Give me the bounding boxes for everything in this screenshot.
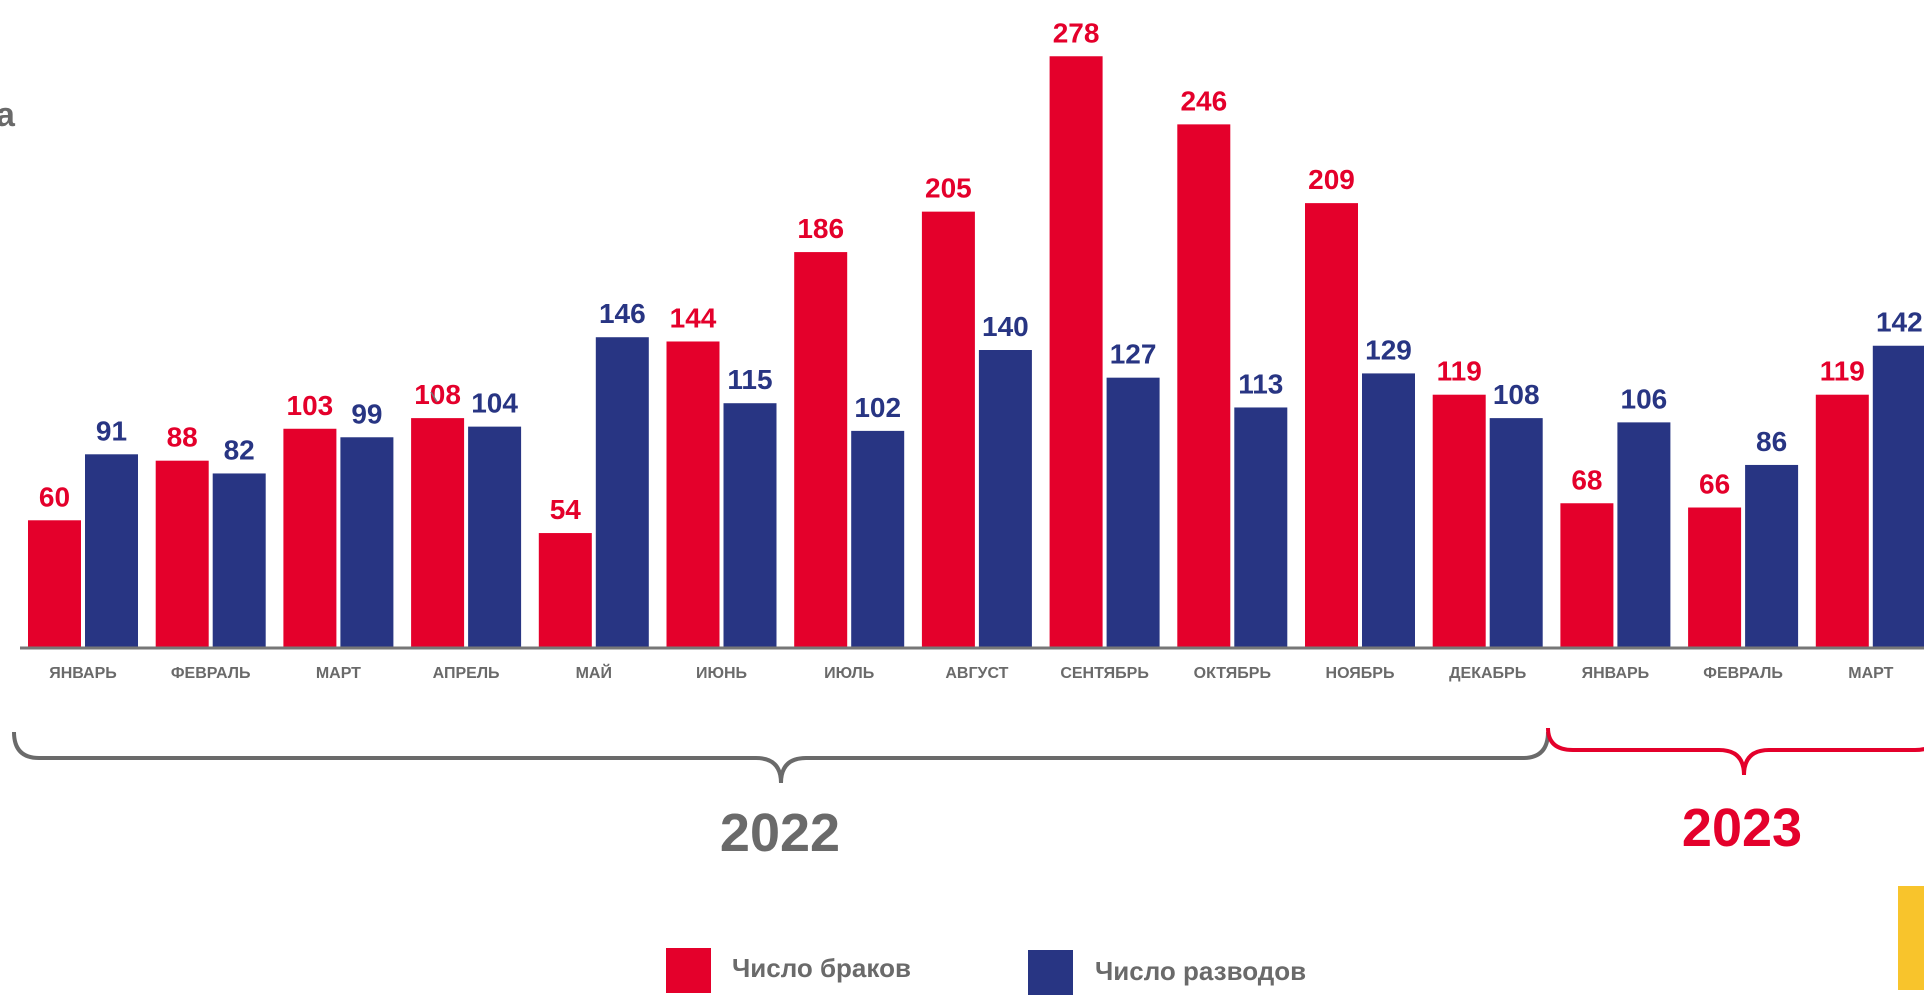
bar-marriages-10 [1305,203,1358,648]
month-label-7: АВГУСТ [945,665,1008,682]
value-label-divorces-2: 99 [351,398,382,429]
value-label-marriages-13: 66 [1699,469,1730,500]
edge-text-fragment: а [0,96,15,134]
month-label-6: ИЮЛЬ [824,665,874,682]
bar-marriages-14 [1815,394,1869,648]
year-label-2023: 2023 [1681,798,1803,858]
bar-marriages-3 [411,418,465,648]
month-label-12: ЯНВАРЬ [1582,665,1650,682]
month-labels-layer: ЯНВАРЬ ФЕВРАЛЬ МАРТ АПРЕЛЬ МАЙ ИЮНЬ ИЮЛЬ АВГУСТ… [49,663,1893,682]
value-label-divorces-13: 86 [1756,426,1787,457]
value-label-divorces-7: 140 [982,311,1029,342]
value-labels-layer: 60 91 88 82 103 99 108 104 54 146 144 115 186 102 205 1… [39,17,1923,525]
month-label-13: ФЕВРАЛЬ [1703,665,1783,682]
value-label-divorces-9: 113 [1238,368,1283,399]
value-label-marriages-0: 60 [39,481,70,512]
month-label-4: МАЙ [576,663,612,682]
bar-marriages-12 [1560,503,1614,648]
bar-divorces-3 [468,426,522,648]
month-label-11: ДЕКАБРЬ [1449,665,1526,682]
month-label-14: МАРТ [1848,665,1893,682]
legend-swatch-divorces [1028,950,1073,995]
value-label-marriages-1: 88 [167,422,198,453]
value-label-divorces-14: 142 [1876,307,1923,338]
month-label-2: МАРТ [316,665,361,682]
bar-marriages-4 [538,533,592,648]
value-label-marriages-4: 54 [550,494,582,525]
value-label-marriages-5: 144 [670,302,717,333]
brace-2023 [1546,727,1924,776]
bar-marriages-5 [666,341,720,648]
value-label-marriages-9: 246 [1180,85,1227,116]
bar-divorces-8 [1106,377,1160,648]
legend-label-marriages: Число браков [732,953,911,983]
decorative-corner-block [1898,886,1924,990]
value-label-marriages-11: 119 [1437,356,1482,387]
legend-swatch-marriages [666,948,711,993]
bar-marriages-11 [1432,394,1486,648]
brace-2022 [12,731,1550,784]
year-label-2022: 2022 [719,803,841,863]
callout-leader-line [430,391,438,403]
bar-marriages-9 [1177,124,1231,648]
value-label-divorces-3: 104 [471,388,518,419]
value-label-divorces-11: 108 [1493,379,1540,410]
bar-divorces-5 [723,403,777,648]
year-braces-layer [12,727,1924,784]
value-label-marriages-10: 209 [1308,164,1355,195]
value-label-divorces-0: 91 [96,415,127,446]
value-label-divorces-12: 106 [1621,383,1668,414]
bar-marriages-1 [155,460,209,648]
bar-marriages-6 [794,252,848,649]
value-label-marriages-6: 186 [797,213,844,244]
legend-label-divorces: Число разводов [1095,956,1307,986]
month-label-0: ЯНВАРЬ [49,665,117,682]
month-label-3: АПРЕЛЬ [433,665,500,682]
bar-divorces-7 [978,350,1032,648]
value-label-marriages-12: 68 [1571,464,1602,495]
month-label-9: ОКТЯБРЬ [1194,665,1271,682]
value-label-marriages-7: 205 [925,173,972,204]
bar-divorces-6 [851,430,905,648]
month-label-1: ФЕВРАЛЬ [171,665,251,682]
bar-marriages-2 [283,428,337,648]
value-label-marriages-3: 108 [414,379,461,410]
value-label-marriages-2: 103 [287,390,334,421]
value-label-divorces-10: 129 [1365,334,1412,365]
value-label-divorces-5: 115 [727,364,772,395]
month-label-5: ИЮНЬ [696,665,747,682]
bar-divorces-4 [595,337,649,648]
bar-divorces-1 [212,473,266,648]
bar-marriages-13 [1688,507,1742,648]
bar-divorces-9 [1234,407,1288,648]
month-label-8: СЕНТЯБРЬ [1060,665,1149,682]
bar-divorces-14 [1872,345,1924,648]
bar-divorces-10 [1362,373,1415,648]
value-label-divorces-8: 127 [1110,339,1157,370]
bar-divorces-11 [1489,418,1543,648]
value-label-marriages-8: 278 [1053,17,1100,48]
bar-divorces-13 [1745,464,1799,648]
value-label-divorces-1: 82 [224,434,255,465]
bar-marriages-0 [28,520,81,648]
value-label-divorces-4: 146 [599,298,646,329]
bars-layer [28,56,1924,649]
bar-divorces-0 [85,454,138,648]
value-label-marriages-14: 119 [1820,356,1865,387]
bar-marriages-8 [1049,56,1103,648]
month-label-10: НОЯБРЬ [1326,665,1395,682]
bar-divorces-2 [340,437,394,648]
bar-divorces-12 [1617,422,1671,648]
value-label-divorces-6: 102 [854,392,901,423]
bar-marriages-7 [921,211,975,648]
